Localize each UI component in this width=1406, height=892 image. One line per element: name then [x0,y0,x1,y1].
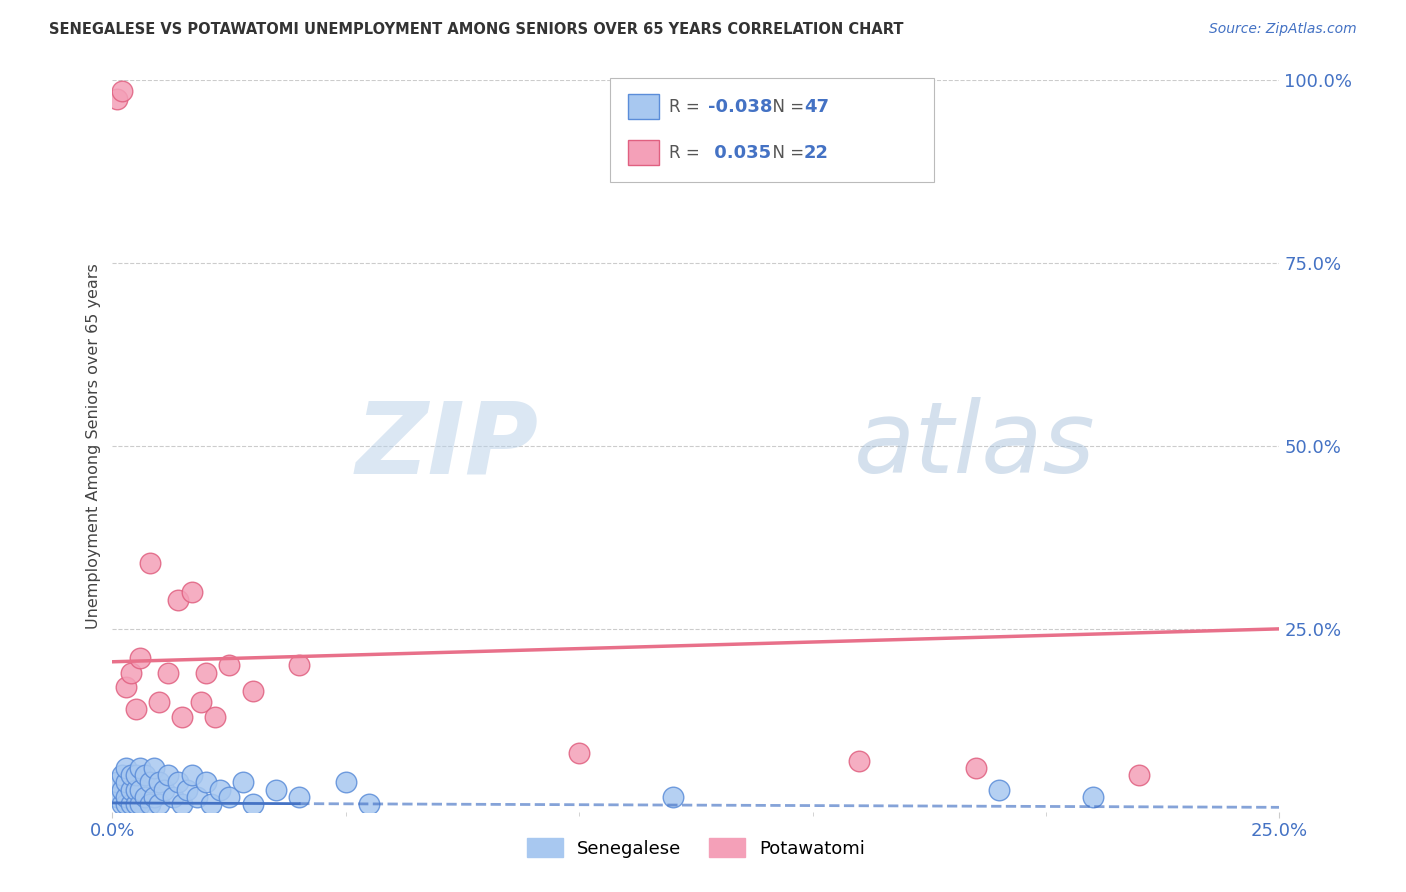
Y-axis label: Unemployment Among Seniors over 65 years: Unemployment Among Seniors over 65 years [86,263,101,629]
Point [111,84,134,98]
Point [125,782,148,797]
Point [172,709,194,723]
Point [139,775,162,789]
Point [143,761,166,775]
Point [111,782,134,797]
Point [115,790,138,805]
Point [194,775,217,789]
Point [242,684,264,698]
Point [166,592,188,607]
Point [965,761,987,775]
Point [105,92,128,106]
Point [125,797,148,812]
Point [1081,790,1104,805]
Point [204,709,226,723]
Point [148,775,170,789]
Point [120,797,142,812]
Point [194,665,217,680]
Point [120,782,142,797]
Point [157,665,180,680]
Text: N =: N = [762,144,810,161]
Text: -0.038: -0.038 [709,98,773,116]
Point [208,782,231,797]
Point [848,754,870,768]
Text: R =: R = [669,144,706,161]
Point [115,797,138,812]
Text: atlas: atlas [853,398,1095,494]
Point [139,797,162,812]
Text: Source: ZipAtlas.com: Source: ZipAtlas.com [1209,22,1357,37]
Point [148,695,170,709]
Point [335,775,357,789]
Legend: Senegalese, Potawatomi: Senegalese, Potawatomi [520,831,872,865]
Point [129,761,152,775]
Point [111,797,134,812]
Point [661,790,683,805]
Point [264,782,287,797]
Point [143,790,166,805]
Point [111,768,134,782]
Point [129,797,152,812]
Point [115,761,138,775]
Point [186,790,208,805]
Point [125,768,148,782]
Point [218,790,240,805]
Point [172,797,194,812]
Point [129,651,152,665]
Point [288,658,311,673]
Point [115,681,138,695]
Point [148,797,170,812]
Point [139,556,162,570]
Point [200,797,222,812]
Point [120,665,142,680]
Point [288,790,311,805]
Point [105,775,128,789]
Point [232,775,254,789]
Text: 0.035: 0.035 [709,144,772,161]
Point [162,790,184,805]
Point [105,790,128,805]
Point [218,658,240,673]
Text: SENEGALESE VS POTAWATOMI UNEMPLOYMENT AMONG SENIORS OVER 65 YEARS CORRELATION CH: SENEGALESE VS POTAWATOMI UNEMPLOYMENT AM… [49,22,904,37]
Point [157,768,180,782]
Point [568,746,591,760]
Text: 22: 22 [804,144,830,161]
Point [115,775,138,789]
Point [129,782,152,797]
Point [359,797,381,812]
Point [180,768,202,782]
Point [176,782,198,797]
Point [1128,768,1150,782]
Text: 47: 47 [804,98,830,116]
Point [190,695,212,709]
Point [988,782,1011,797]
Text: R =: R = [669,98,706,116]
Text: ZIP: ZIP [356,398,538,494]
Text: N =: N = [762,98,810,116]
Point [180,585,202,599]
Point [242,797,264,812]
Point [166,775,188,789]
Point [120,768,142,782]
Point [134,768,156,782]
Point [125,702,148,716]
Point [153,782,176,797]
Point [134,790,156,805]
